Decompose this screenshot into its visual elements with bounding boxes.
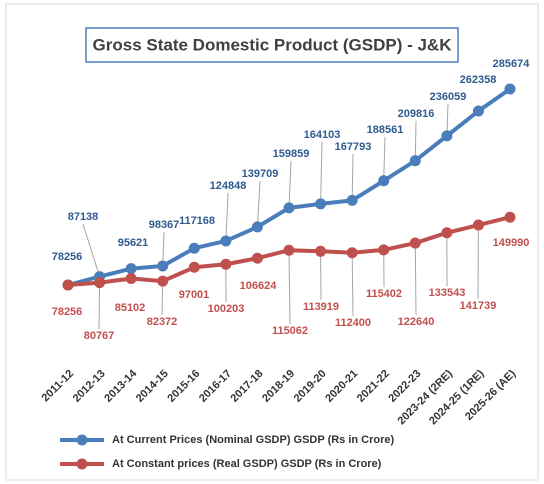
chart-title: Gross State Domestic Product (GSDP) - J&… (93, 35, 453, 54)
data-label: 167793 (335, 141, 372, 153)
data-label: 87138 (68, 211, 99, 223)
data-label: 98367 (149, 219, 180, 231)
leader-line (383, 136, 386, 181)
data-point (251, 221, 263, 233)
data-point (188, 242, 200, 254)
data-point (125, 273, 137, 285)
data-label: 115062 (272, 325, 308, 337)
leader-line (82, 223, 101, 277)
data-point (157, 260, 169, 272)
leader-line (256, 180, 261, 227)
data-point (409, 155, 421, 167)
data-point (346, 247, 358, 259)
data-label: 78256 (52, 251, 83, 263)
legend-marker (76, 458, 88, 470)
data-label: 117168 (179, 215, 215, 227)
data-label: 106624 (240, 280, 278, 292)
data-label: 97001 (179, 289, 210, 301)
data-point (188, 261, 200, 273)
legend-label: At Current Prices (Nominal GSDP) GSDP (R… (112, 434, 395, 446)
data-point (315, 198, 327, 210)
data-point (504, 83, 516, 95)
data-label: 82372 (147, 316, 178, 328)
data-point (94, 277, 106, 289)
leader-line (320, 141, 323, 204)
data-label: 159859 (273, 148, 310, 160)
data-point (283, 244, 295, 256)
leader-line (161, 281, 164, 316)
data-label: 95621 (118, 237, 149, 249)
leader-line (414, 120, 417, 161)
data-point (441, 227, 453, 239)
data-label: 141739 (460, 300, 497, 312)
data-label: 113919 (303, 301, 339, 313)
data-point (472, 105, 484, 117)
data-label: 85102 (115, 302, 146, 314)
data-label: 262358 (460, 74, 497, 86)
data-point (125, 263, 137, 275)
data-label: 115402 (366, 288, 402, 300)
data-point (472, 219, 484, 231)
data-label: 209816 (398, 108, 435, 120)
data-label: 112400 (335, 317, 371, 329)
data-point (157, 275, 169, 287)
data-point (283, 202, 295, 214)
leader-line (98, 282, 101, 330)
data-label: 139709 (242, 168, 279, 180)
data-point (315, 245, 327, 257)
data-label: 164103 (304, 129, 341, 141)
data-point (220, 235, 232, 247)
title-box (85, 27, 459, 63)
data-point (378, 175, 390, 187)
leader-line (288, 160, 292, 208)
leader-line (162, 231, 165, 267)
data-label: 80767 (84, 330, 115, 342)
leader-line (288, 250, 291, 325)
leader-line (351, 252, 354, 317)
leader-line (414, 243, 417, 316)
data-point (409, 237, 421, 249)
data-point (251, 252, 263, 264)
data-point (62, 279, 74, 291)
data-label: 149990 (493, 237, 530, 249)
data-label: 122640 (398, 316, 435, 328)
data-label: 236059 (430, 91, 467, 103)
legend-marker (76, 434, 88, 446)
chart-frame (5, 3, 539, 481)
legend-label: At Constant prices (Real GSDP) GSDP (Rs … (112, 458, 382, 470)
data-label: 133543 (429, 287, 466, 299)
leader-line (351, 153, 354, 201)
data-label: 100203 (208, 303, 245, 315)
data-point (346, 194, 358, 206)
data-label: 285674 (493, 58, 531, 70)
data-point (220, 258, 232, 270)
data-label: 188561 (367, 124, 404, 136)
data-label: 78256 (52, 306, 83, 318)
data-point (504, 211, 516, 223)
data-point (441, 130, 453, 142)
leader-line (225, 192, 229, 241)
data-label: 124848 (210, 180, 247, 192)
data-point (378, 244, 390, 256)
